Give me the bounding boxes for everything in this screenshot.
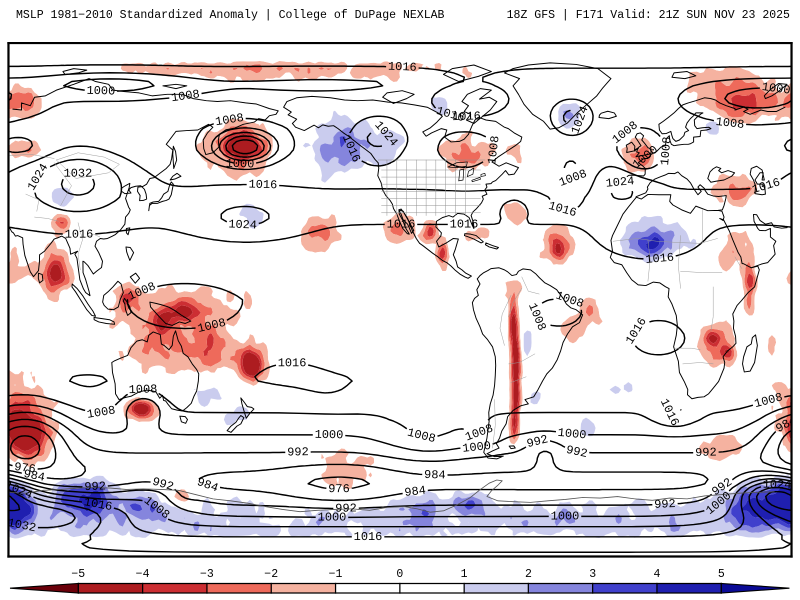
svg-text:1008: 1008 [658, 136, 674, 166]
svg-text:1016: 1016 [83, 495, 114, 514]
svg-text:1016: 1016 [547, 199, 578, 220]
svg-text:1024: 1024 [763, 478, 792, 493]
svg-text:1024: 1024 [605, 174, 635, 191]
svg-text:992: 992 [525, 432, 549, 451]
svg-text:4: 4 [654, 568, 661, 581]
svg-text:1000: 1000 [86, 84, 115, 99]
svg-text:1008: 1008 [86, 403, 117, 421]
svg-text:1024: 1024 [228, 217, 257, 232]
svg-text:−4: −4 [136, 568, 150, 581]
svg-text:1000: 1000 [551, 510, 580, 524]
svg-text:5: 5 [718, 568, 725, 581]
svg-text:1016: 1016 [248, 178, 277, 193]
svg-text:1008: 1008 [214, 111, 245, 129]
svg-text:1016: 1016 [645, 250, 675, 266]
svg-text:−2: −2 [264, 568, 278, 581]
svg-text:984: 984 [404, 483, 427, 499]
svg-text:1008: 1008 [128, 382, 157, 397]
svg-text:984: 984 [22, 467, 46, 485]
svg-text:992: 992 [335, 501, 357, 515]
svg-text:1008: 1008 [715, 115, 745, 132]
svg-text:1008: 1008 [170, 87, 200, 105]
svg-text:1016: 1016 [354, 530, 383, 544]
svg-text:984: 984 [195, 475, 220, 495]
svg-text:1000: 1000 [557, 426, 587, 443]
svg-text:−3: −3 [200, 568, 214, 581]
svg-text:992: 992 [654, 497, 676, 512]
svg-text:3: 3 [589, 568, 596, 581]
svg-text:992: 992 [287, 445, 309, 459]
svg-text:976: 976 [328, 482, 350, 496]
svg-text:992: 992 [84, 479, 106, 494]
svg-text:1008: 1008 [196, 316, 227, 336]
svg-text:1000: 1000 [226, 157, 255, 172]
svg-text:1: 1 [461, 568, 468, 581]
svg-text:1000: 1000 [315, 428, 344, 443]
svg-text:1032: 1032 [64, 167, 93, 181]
svg-text:1016: 1016 [278, 356, 307, 370]
svg-text:18Z GFS | F171 Valid: 21Z SUN: 18Z GFS | F171 Valid: 21Z SUN NOV 23 202… [507, 9, 790, 22]
svg-text:992: 992 [565, 443, 589, 461]
svg-text:1000: 1000 [761, 80, 791, 98]
svg-text:1016: 1016 [388, 60, 417, 75]
svg-text:MSLP 1981−2010 Standardized An: MSLP 1981−2010 Standardized Anomaly | Co… [16, 9, 445, 22]
svg-text:−1: −1 [329, 568, 343, 581]
svg-text:1016: 1016 [450, 218, 479, 232]
svg-text:1000: 1000 [318, 510, 347, 524]
svg-text:976: 976 [13, 460, 36, 477]
svg-text:1016: 1016 [452, 109, 481, 124]
svg-text:1032: 1032 [6, 516, 37, 535]
svg-text:1016: 1016 [387, 218, 416, 232]
svg-text:1016: 1016 [65, 227, 94, 241]
svg-text:992: 992 [151, 475, 176, 494]
svg-text:2: 2 [525, 568, 532, 581]
svg-text:−5: −5 [71, 568, 85, 581]
svg-text:1008: 1008 [406, 426, 437, 447]
svg-text:0: 0 [396, 568, 403, 581]
svg-text:1008: 1008 [485, 135, 502, 165]
svg-text:1000: 1000 [462, 439, 492, 456]
svg-text:984: 984 [424, 468, 446, 482]
svg-text:1016: 1016 [435, 104, 466, 125]
svg-text:992: 992 [695, 445, 717, 459]
